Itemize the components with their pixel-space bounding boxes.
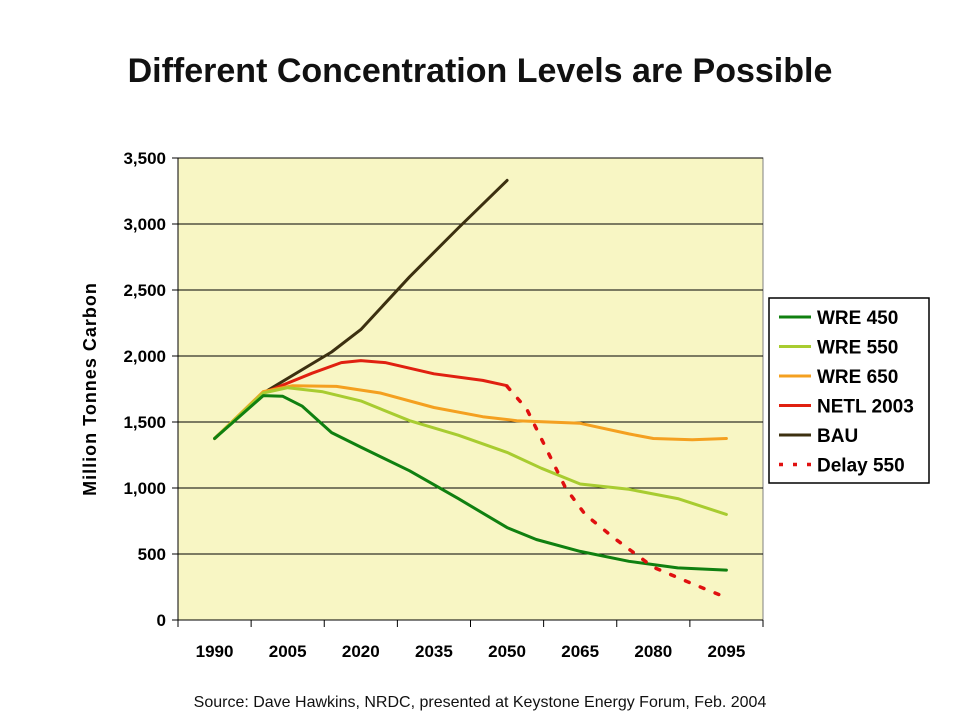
x-tick-label: 2005 [269, 642, 307, 661]
x-tick-label: 2065 [561, 642, 599, 661]
y-axis-title: Million Tonnes Carbon [80, 282, 100, 496]
y-tick-label: 3,500 [123, 149, 166, 168]
x-tick-label: 2035 [415, 642, 453, 661]
x-tick-label: 2050 [488, 642, 526, 661]
y-tick-label: 0 [157, 611, 166, 630]
y-tick-label: 2,500 [123, 281, 166, 300]
legend-label: WRE 450 [817, 308, 898, 329]
series-line-netl-2003 [213, 359, 509, 440]
plot-area [177, 157, 764, 621]
y-tick-label: 500 [138, 545, 166, 564]
legend-label: WRE 550 [817, 338, 898, 359]
source-note: Source: Dave Hawkins, NRDC, presented at… [193, 694, 767, 711]
series-line-wre-450 [213, 394, 728, 572]
legend-label: Delay 550 [817, 456, 905, 477]
x-tick-label: 2095 [708, 642, 746, 661]
x-tick-label: 2080 [634, 642, 672, 661]
line-chart: 0 500 1,000 1,500 2,000 2,500 3,000 3,500 1990 20… [80, 149, 930, 661]
y-tick-label: 1,000 [123, 479, 166, 498]
legend-label: NETL 2003 [817, 397, 914, 418]
y-tick-label: 2,000 [123, 347, 166, 366]
y-tick-label: 1,500 [123, 413, 166, 432]
legend-box [768, 297, 930, 484]
series-line-wre-550 [213, 386, 728, 516]
x-tick-label: 2020 [342, 642, 380, 661]
series-line-wre-650 [213, 384, 728, 442]
y-tick-label: 3,000 [123, 215, 166, 234]
legend-label: WRE 650 [817, 367, 898, 388]
chart-title: Different Concentration Levels are Possi… [127, 52, 833, 90]
legend-label: BAU [817, 426, 858, 447]
x-tick-label: 1990 [196, 642, 234, 661]
